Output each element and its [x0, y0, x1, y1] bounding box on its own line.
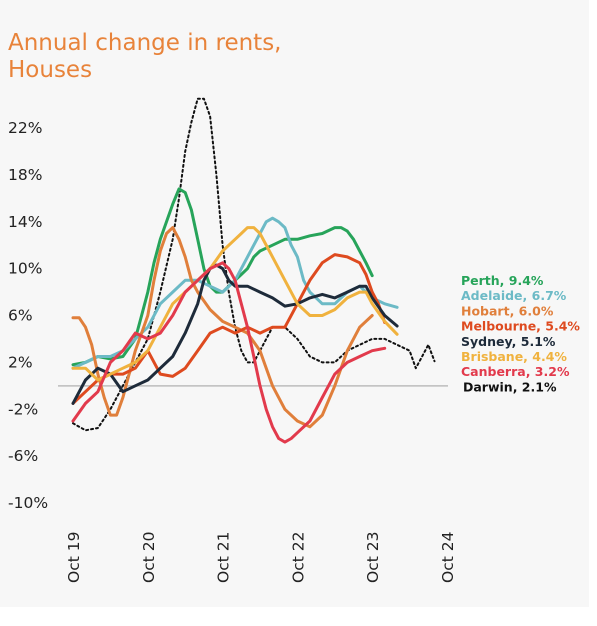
- series-line-brisbane: [71, 226, 399, 382]
- x-tick-label: Oct 24: [439, 532, 457, 583]
- series-line-canberra: [71, 261, 387, 444]
- x-tick-label: Oct 20: [140, 532, 158, 583]
- x-tick-label: Oct 23: [364, 532, 382, 583]
- series-line-adelaide: [71, 216, 399, 370]
- series-line-perth: [71, 187, 374, 367]
- series-label-perth: Perth, 9.4%: [461, 273, 544, 288]
- series-end-labels: Perth, 9.4%Adelaide, 6.7%Hobart, 6.0%Mel…: [461, 273, 580, 394]
- y-tick-label: 2%: [8, 353, 33, 371]
- series-label-brisbane: Brisbane, 4.4%: [461, 349, 567, 364]
- x-axis: Oct 19 Oct 20 Oct 21 Oct 22 Oct 23 Oct 24: [65, 532, 457, 583]
- series-label-hobart: Hobart, 6.0%: [461, 303, 554, 318]
- series-lines: [71, 97, 436, 444]
- series-line-darwin: [72, 97, 436, 432]
- series-line-sydney: [71, 263, 399, 405]
- series-line-melbourne: [71, 253, 387, 405]
- y-tick-label: -10%: [8, 494, 48, 512]
- y-tick-label: -2%: [8, 400, 38, 418]
- series-line-hobart: [71, 226, 374, 429]
- y-tick-label: 18%: [8, 166, 42, 184]
- x-tick-label: Oct 19: [65, 532, 83, 583]
- chart-title: Annual change in rents, Houses: [8, 30, 282, 83]
- series-label-adelaide: Adelaide, 6.7%: [461, 288, 567, 303]
- series-label-sydney: Sydney, 5.1%: [461, 334, 556, 349]
- series-label-melbourne: Melbourne, 5.4%: [461, 319, 580, 334]
- y-tick-label: 14%: [8, 213, 42, 231]
- y-axis: 22% 18% 14% 10% 6% 2% -2% -6% -10%: [8, 119, 48, 512]
- x-tick-label: Oct 21: [215, 532, 233, 583]
- y-tick-label: -6%: [8, 447, 38, 465]
- y-tick-label: 10%: [8, 260, 42, 278]
- series-label-canberra: Canberra, 3.2%: [461, 364, 570, 379]
- x-tick-label: Oct 22: [289, 532, 307, 583]
- y-tick-label: 22%: [8, 119, 42, 137]
- y-tick-label: 6%: [8, 307, 33, 325]
- series-label-darwin: Darwin, 2.1%: [463, 379, 557, 394]
